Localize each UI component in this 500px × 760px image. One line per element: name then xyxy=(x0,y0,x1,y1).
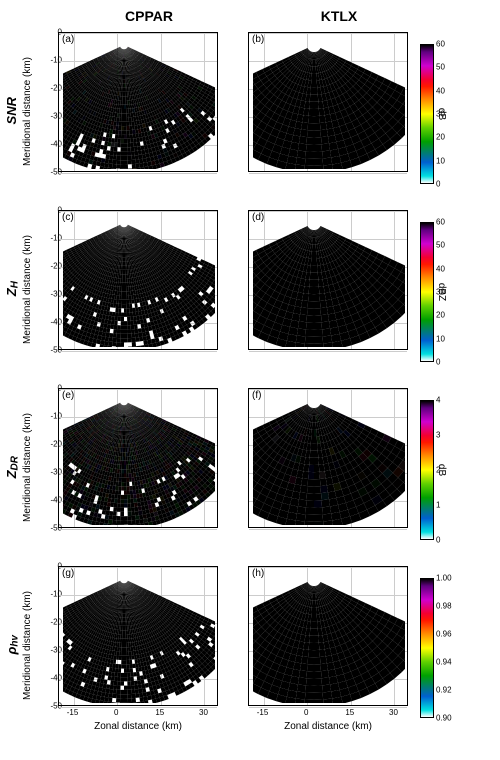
colorbar-ticks: 01234 xyxy=(434,400,458,540)
panel: (d) xyxy=(224,204,414,374)
panel-label: (h) xyxy=(252,568,264,579)
radar-figure: CPPAR KTLX SNRMeridional distance (km)0-… xyxy=(0,0,500,746)
chart-row: ZDRMeridional distance (km)0-10-20-30-40… xyxy=(4,382,496,552)
y-axis-label: Meridional distance (km) xyxy=(22,413,34,522)
row-label: SNR xyxy=(4,97,22,124)
sector-plot xyxy=(253,37,405,169)
panel-label: (b) xyxy=(252,34,264,45)
panel: 0-10-20-30-40-50(a) xyxy=(34,26,224,196)
colorbar: dB xyxy=(420,400,434,540)
panel-label: (g) xyxy=(62,568,74,579)
row-label: ZDR xyxy=(4,456,22,478)
col-title-ktlx: KTLX xyxy=(244,8,434,24)
colorbar: dBZ xyxy=(420,222,434,362)
chart-row: ρhvMeridional distance (km)-15015300-10-… xyxy=(4,560,496,730)
row-label: ρhv xyxy=(4,635,22,655)
column-titles: CPPAR KTLX xyxy=(54,8,496,24)
panel-label: (f) xyxy=(252,390,261,401)
y-axis-label: Meridional distance (km) xyxy=(22,591,34,700)
sector-plot xyxy=(63,215,215,347)
panel: 0-10-20-30-40-50(c) xyxy=(34,204,224,374)
chart-row: ZHMeridional distance (km)0-10-20-30-40-… xyxy=(4,204,496,374)
colorbar: dB xyxy=(420,44,434,184)
x-axis-label: Zonal distance (km) xyxy=(58,721,218,732)
colorbar-ticks: 0.900.920.940.960.981.00 xyxy=(434,578,458,718)
panel-label: (e) xyxy=(62,390,74,401)
row-label: ZH xyxy=(4,281,22,296)
panel-label: (d) xyxy=(252,212,264,223)
panel-label: (a) xyxy=(62,34,74,45)
sector-plot xyxy=(253,215,405,347)
colorbar xyxy=(420,578,434,718)
colorbar-ticks: 0102030405060 xyxy=(434,44,458,184)
sector-plot xyxy=(63,37,215,169)
panel-label: (c) xyxy=(62,212,74,223)
col-title-cppar: CPPAR xyxy=(54,8,244,24)
y-axis-label: Meridional distance (km) xyxy=(22,235,34,344)
panel: 0-10-20-30-40-50(e) xyxy=(34,382,224,552)
colorbar-ticks: 0102030405060 xyxy=(434,222,458,362)
panel: -1501530(h)Zonal distance (km) xyxy=(224,560,414,730)
sector-plot xyxy=(253,571,405,703)
panel: (f) xyxy=(224,382,414,552)
y-axis-label: Meridional distance (km) xyxy=(22,57,34,166)
sector-plot xyxy=(253,393,405,525)
panel: (b) xyxy=(224,26,414,196)
chart-row: SNRMeridional distance (km)0-10-20-30-40… xyxy=(4,26,496,196)
panel: -15015300-10-20-30-40-50(g)Zonal distanc… xyxy=(34,560,224,730)
sector-plot xyxy=(63,571,215,703)
sector-plot xyxy=(63,393,215,525)
x-axis-label: Zonal distance (km) xyxy=(248,721,408,732)
